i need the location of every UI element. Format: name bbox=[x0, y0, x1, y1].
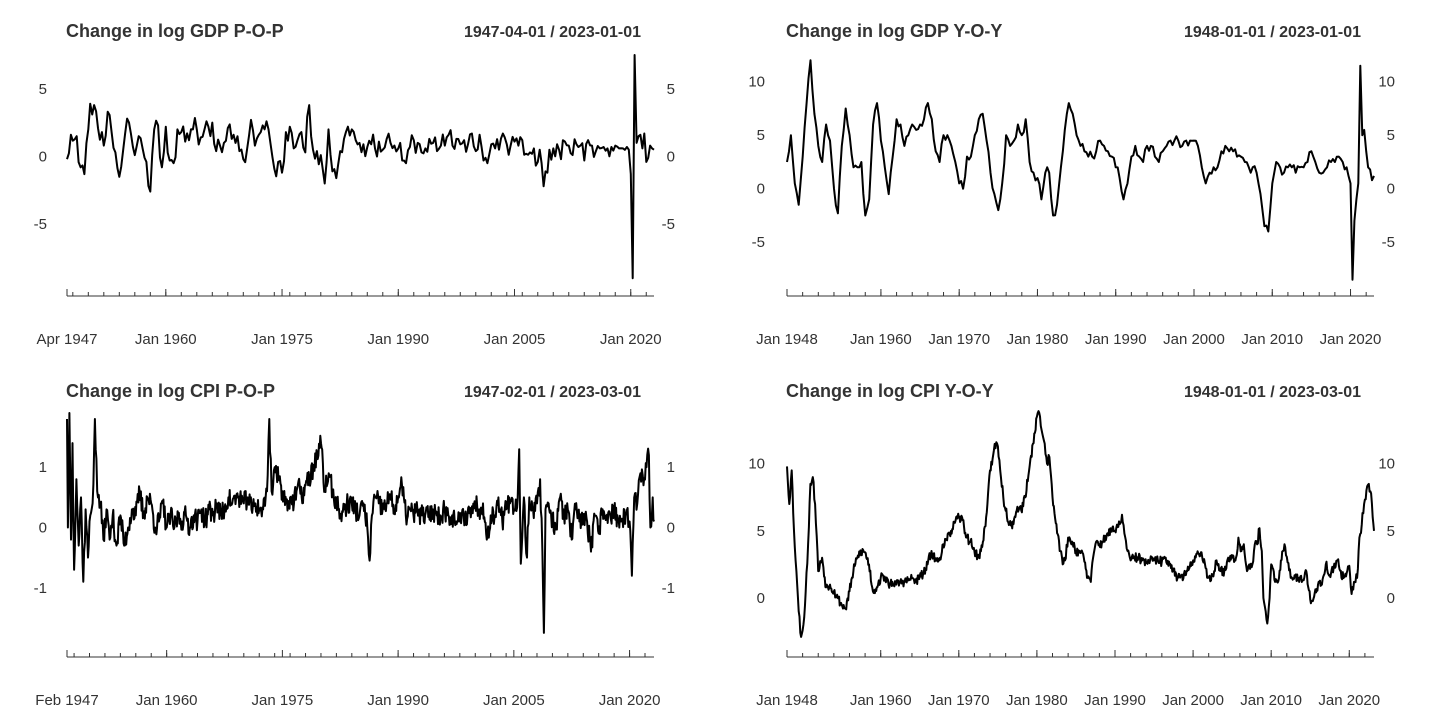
y-tick-label-right: 0 bbox=[667, 520, 675, 537]
y-tick-label-right: 5 bbox=[1387, 127, 1395, 144]
x-tick-label: Jan 1990 bbox=[1084, 692, 1146, 709]
chart-panel-3: Change in log CPI P-O-P 1947-02-01 / 2023… bbox=[34, 381, 675, 709]
x-tick-label: Jan 2010 bbox=[1241, 331, 1303, 348]
y-tick-label-left: 0 bbox=[757, 181, 765, 198]
chart-panel-4: Change in log CPI Y-O-Y 1948-01-01 / 2023… bbox=[748, 381, 1395, 709]
x-tick-label: Jan 1975 bbox=[251, 331, 313, 348]
y-tick-label-right: 5 bbox=[1387, 523, 1395, 540]
x-tick-label: Jan 1970 bbox=[928, 331, 990, 348]
x-tick-label: Feb 1947 bbox=[35, 692, 98, 709]
x-tick-label: Jan 1970 bbox=[928, 692, 990, 709]
y-tick-label-right: 10 bbox=[1378, 74, 1395, 91]
x-tick-label: Jan 1975 bbox=[252, 692, 314, 709]
y-tick-label-right: 10 bbox=[1378, 456, 1395, 473]
chart-panel-2: Change in log GDP Y-O-Y 1948-01-01 / 2023… bbox=[748, 21, 1395, 348]
x-tick-label: Jan 1948 bbox=[756, 331, 818, 348]
x-tick-label: Jan 1980 bbox=[1006, 692, 1068, 709]
y-tick-label-right: -5 bbox=[1382, 234, 1395, 251]
y-tick-label-left: 0 bbox=[39, 520, 47, 537]
x-tick-label: Jan 2020 bbox=[599, 692, 661, 709]
x-tick-label: Jan 2000 bbox=[1162, 692, 1224, 709]
y-tick-label-right: -5 bbox=[662, 216, 675, 233]
y-tick-label-right: -1 bbox=[662, 580, 675, 597]
x-tick-label: Jan 1960 bbox=[850, 331, 912, 348]
x-tick-label: Jan 1960 bbox=[135, 331, 197, 348]
date-range-label: 1948-01-01 / 2023-01-01 bbox=[1184, 24, 1361, 41]
y-tick-label-left: -1 bbox=[34, 580, 47, 597]
x-tick-label: Jan 2005 bbox=[483, 692, 545, 709]
x-tick-label: Jan 1948 bbox=[756, 692, 818, 709]
x-tick-label: Jan 1980 bbox=[1007, 331, 1069, 348]
x-tick-label: Jan 1990 bbox=[367, 692, 429, 709]
series-line bbox=[786, 59, 1375, 281]
y-tick-label-left: 5 bbox=[757, 127, 765, 144]
y-tick-label-right: 0 bbox=[1387, 181, 1395, 198]
y-tick-label-right: 0 bbox=[1387, 590, 1395, 607]
x-tick-label: Jan 2020 bbox=[1320, 331, 1382, 348]
x-tick-label: Jan 2005 bbox=[484, 331, 546, 348]
y-tick-label-left: 0 bbox=[39, 148, 47, 165]
series-line bbox=[786, 410, 1375, 638]
chart-title: Change in log CPI P-O-P bbox=[66, 381, 275, 401]
y-tick-label-left: 10 bbox=[748, 74, 765, 91]
x-tick-label: Jan 1960 bbox=[850, 692, 912, 709]
y-tick-label-left: -5 bbox=[34, 216, 47, 233]
y-tick-label-left: -5 bbox=[752, 234, 765, 251]
series-line bbox=[66, 412, 655, 634]
x-tick-label: Jan 1990 bbox=[1085, 331, 1147, 348]
y-tick-label-left: 5 bbox=[39, 81, 47, 98]
y-tick-label-left: 1 bbox=[39, 459, 47, 476]
x-tick-label: Jan 1990 bbox=[367, 331, 429, 348]
series-line bbox=[66, 54, 655, 280]
y-tick-label-left: 0 bbox=[757, 590, 765, 607]
x-tick-label: Jan 2010 bbox=[1240, 692, 1302, 709]
x-tick-label: Apr 1947 bbox=[37, 331, 98, 348]
y-tick-label-right: 5 bbox=[667, 81, 675, 98]
y-tick-label-right: 1 bbox=[667, 459, 675, 476]
date-range-label: 1947-02-01 / 2023-03-01 bbox=[464, 384, 641, 401]
chart-title: Change in log GDP P-O-P bbox=[66, 21, 284, 41]
y-tick-label-left: 5 bbox=[757, 523, 765, 540]
y-tick-label-left: 10 bbox=[748, 456, 765, 473]
chart-title: Change in log GDP Y-O-Y bbox=[786, 21, 1002, 41]
chart-title: Change in log CPI Y-O-Y bbox=[786, 381, 994, 401]
x-tick-label: Jan 2020 bbox=[1318, 692, 1380, 709]
date-range-label: 1947-04-01 / 2023-01-01 bbox=[464, 24, 641, 41]
x-tick-label: Jan 2020 bbox=[600, 331, 662, 348]
chart-panel-1: Change in log GDP P-O-P 1947-04-01 / 2023… bbox=[34, 21, 675, 348]
date-range-label: 1948-01-01 / 2023-03-01 bbox=[1184, 384, 1361, 401]
y-tick-label-right: 0 bbox=[667, 148, 675, 165]
x-tick-label: Jan 1960 bbox=[136, 692, 198, 709]
x-tick-label: Jan 2000 bbox=[1163, 331, 1225, 348]
